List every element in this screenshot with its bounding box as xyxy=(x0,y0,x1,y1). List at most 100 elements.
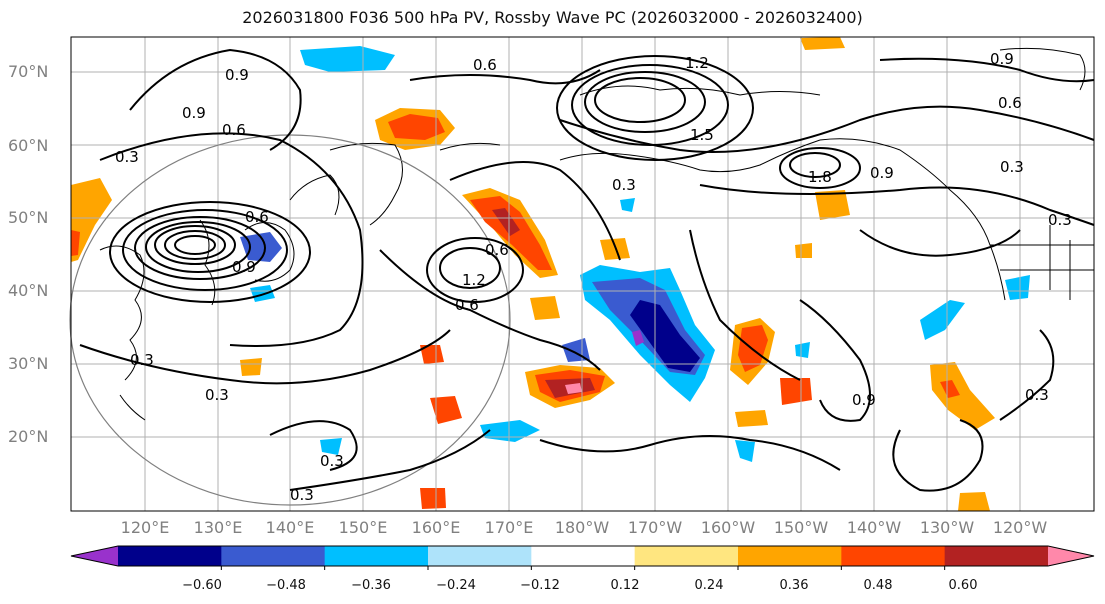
negative-anomaly-dot7 xyxy=(620,198,635,212)
longitude-label: 130°E xyxy=(193,518,243,537)
reference-circle xyxy=(69,134,511,506)
longitude-label: 170°W xyxy=(627,518,683,537)
positive-anomaly-blob1 xyxy=(420,345,444,364)
positive-anomaly-blob8 xyxy=(958,492,990,511)
contour-label: 1.2 xyxy=(685,54,709,72)
colorbar-tick-label: −0.60 xyxy=(182,578,222,593)
longitude-label: 140°E xyxy=(265,518,315,537)
positive-anomaly-kamchatka-core xyxy=(388,114,445,140)
colorbar-segment xyxy=(221,546,326,566)
negative-anomaly-dot4 xyxy=(320,438,342,455)
contour-label: 0.3 xyxy=(130,351,154,369)
contour-label: 0.9 xyxy=(182,104,206,122)
negative-anomaly-dot6 xyxy=(795,342,810,358)
colorbar-tick-label: 0.36 xyxy=(779,578,809,593)
contour-label: 0.9 xyxy=(225,66,249,84)
latitude-label: 40°N xyxy=(8,281,49,300)
colorbar-segment xyxy=(531,546,636,566)
colorbar-tick-label: −0.48 xyxy=(266,578,306,593)
colorbar-outline xyxy=(70,545,1095,567)
positive-anomaly-east xyxy=(930,362,995,430)
colorbar-segment xyxy=(118,546,222,566)
colorbar-tick-label: −0.12 xyxy=(520,578,560,593)
colorbar-segment xyxy=(324,546,429,566)
colorbar-segment xyxy=(841,546,946,566)
contour-label-layer: 0.3 0.6 0.9 1.2 1.5 1.8 0.6 0.9 0.6 0.3 … xyxy=(115,50,1072,504)
colorbar-extend-high xyxy=(1048,546,1094,566)
contour-label: 0.6 xyxy=(998,94,1022,112)
contour-label: 0.9 xyxy=(852,391,876,409)
contour-label: 1.8 xyxy=(808,168,832,186)
coastlines xyxy=(99,47,1094,421)
longitude-label: 140°W xyxy=(846,518,902,537)
contour-label: 0.9 xyxy=(870,164,894,182)
negative-anomaly-dot3 xyxy=(735,440,755,462)
contour-label: 0.9 xyxy=(232,258,256,276)
longitude-label: 150°E xyxy=(338,518,388,537)
latitude-label: 50°N xyxy=(8,208,49,227)
positive-anomaly-blob7 xyxy=(530,296,560,320)
positive-anomaly-blob4 xyxy=(780,378,812,405)
negative-anomaly-east xyxy=(920,300,965,340)
contour-label: 1.2 xyxy=(462,271,486,289)
positive-anomaly-east-core xyxy=(940,380,960,398)
contour-label: 0.6 xyxy=(455,296,479,314)
colorbar xyxy=(70,545,1095,570)
positive-anomaly-blob2 xyxy=(430,396,462,424)
contour-label: 1.5 xyxy=(690,126,714,144)
negative-anomaly-dot1 xyxy=(250,285,275,302)
map-title: 2026031800 F036 500 hPa PV, Rossby Wave … xyxy=(242,8,863,27)
colorbar-extend-low xyxy=(71,546,118,566)
longitude-label: 120°E xyxy=(120,518,170,537)
latitude-label: 20°N xyxy=(8,427,49,446)
negative-anomaly-japan xyxy=(240,232,282,262)
positive-anomaly-blob3 xyxy=(420,488,446,509)
colorbar-segment xyxy=(944,546,1049,566)
contour-label: 0.3 xyxy=(205,386,229,404)
colorbar-tick-label: 0.60 xyxy=(948,578,978,593)
pv-contours xyxy=(79,48,1095,492)
positive-anomaly-blob11 xyxy=(240,358,262,376)
colorbar-segment xyxy=(428,546,532,566)
negative-anomaly-arctic xyxy=(300,46,395,72)
positive-anomaly-blob9 xyxy=(735,410,768,427)
colorbar-segment xyxy=(634,546,739,566)
latitude-label: 70°N xyxy=(8,62,49,81)
contour-label: 0.3 xyxy=(115,148,139,166)
colorbar-tick-label: 0.24 xyxy=(694,578,724,593)
contour-label: 0.3 xyxy=(1025,386,1049,404)
plot-frame xyxy=(70,36,1095,512)
positive-anomaly-streak-dark xyxy=(492,208,520,236)
latitude-label: 60°N xyxy=(8,136,49,155)
negative-anomaly-dot5 xyxy=(1005,275,1030,300)
contour-label: 0.9 xyxy=(990,50,1014,68)
colorbar-tick-label: 0.48 xyxy=(863,578,893,593)
longitude-label: 120°W xyxy=(992,518,1048,537)
negative-anomaly-violet xyxy=(632,330,644,346)
longitude-label: 170°E xyxy=(484,518,534,537)
contour-label: 0.3 xyxy=(1048,211,1072,229)
longitude-label: 180°W xyxy=(554,518,610,537)
contour-label: 0.3 xyxy=(290,486,314,504)
colorbar-segment xyxy=(738,546,842,566)
colorbar-tick-label: −0.24 xyxy=(436,578,476,593)
contour-label: 0.6 xyxy=(473,56,497,74)
longitude-label: 150°W xyxy=(773,518,829,537)
colorbar-tick-label: 0.12 xyxy=(610,578,640,593)
contour-label: 0.3 xyxy=(320,452,344,470)
contour-label: 0.6 xyxy=(245,208,269,226)
positive-anomaly-blob10 xyxy=(800,37,845,50)
contour-label: 0.6 xyxy=(222,121,246,139)
longitude-label: 160°E xyxy=(411,518,461,537)
longitude-label: 160°W xyxy=(700,518,756,537)
gridlines xyxy=(71,37,1094,511)
contour-label: 0.3 xyxy=(1000,158,1024,176)
contour-label: 0.6 xyxy=(485,241,509,259)
positive-anomaly-south-pink xyxy=(565,383,582,394)
positive-anomaly-west xyxy=(71,178,112,262)
positive-anomaly-west-core xyxy=(71,230,80,256)
longitude-label: 130°W xyxy=(919,518,975,537)
negative-anomaly-pacific-deep xyxy=(630,300,700,372)
contour-label: 0.3 xyxy=(612,176,636,194)
